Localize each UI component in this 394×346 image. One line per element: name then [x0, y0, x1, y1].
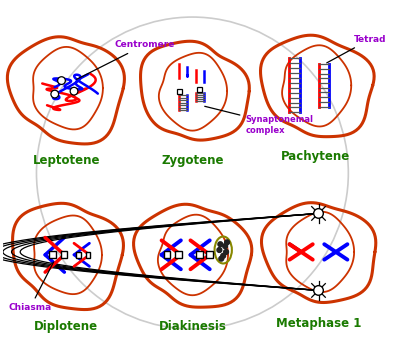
Text: Chiasma: Chiasma	[9, 262, 54, 312]
Text: Centromere: Centromere	[76, 40, 175, 79]
Bar	[175, 251, 182, 258]
Bar	[164, 251, 170, 258]
Circle shape	[224, 249, 229, 254]
Text: Synaptonemal
complex: Synaptonemal complex	[205, 106, 313, 135]
Bar	[76, 252, 81, 258]
Circle shape	[314, 285, 323, 295]
Text: Pachytene: Pachytene	[281, 150, 350, 163]
Text: Diakinesis: Diakinesis	[158, 320, 226, 333]
Bar	[85, 252, 90, 258]
Text: Leptotene: Leptotene	[33, 154, 100, 167]
Circle shape	[218, 242, 223, 247]
Circle shape	[70, 87, 78, 95]
Circle shape	[219, 256, 224, 261]
Bar	[49, 251, 56, 258]
Circle shape	[314, 209, 323, 218]
Text: Diplotene: Diplotene	[34, 320, 98, 333]
Bar	[177, 89, 182, 94]
Circle shape	[58, 77, 65, 84]
Circle shape	[223, 244, 228, 248]
Text: Metaphase 1: Metaphase 1	[276, 317, 361, 330]
Bar	[196, 251, 203, 258]
Circle shape	[51, 90, 59, 98]
Text: Zygotene: Zygotene	[161, 154, 224, 167]
Circle shape	[217, 248, 222, 253]
Bar	[206, 251, 213, 258]
Bar	[61, 251, 67, 258]
Text: Tetrad: Tetrad	[327, 35, 387, 63]
Circle shape	[225, 240, 229, 245]
Circle shape	[221, 253, 226, 258]
Bar	[197, 87, 202, 92]
